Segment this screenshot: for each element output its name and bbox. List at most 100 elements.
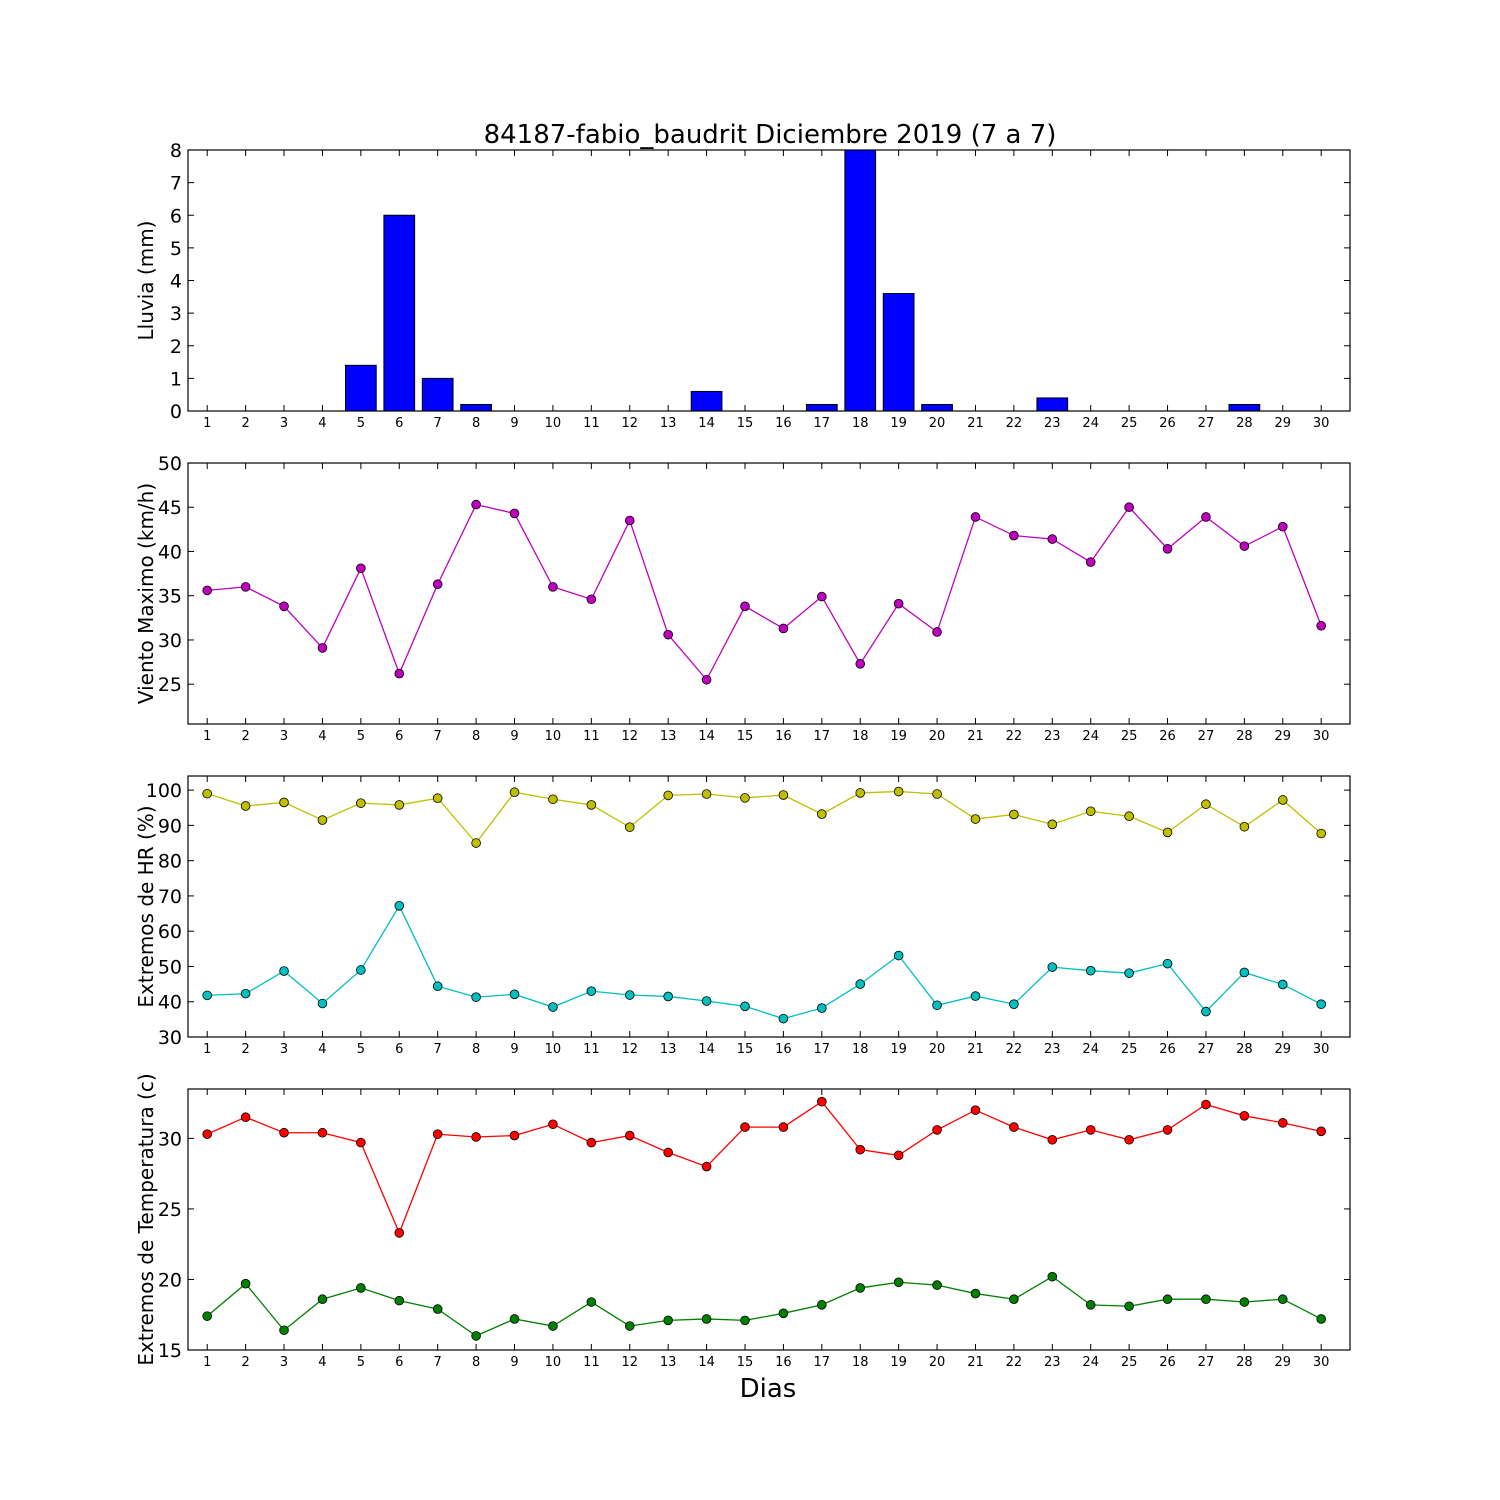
temperature-point-0 [1239, 1111, 1250, 1121]
temperature-point-1 [279, 1325, 289, 1336]
humidity-ytick-label: 50 [158, 956, 182, 978]
temperature-xtick-label: 26 [1159, 1355, 1176, 1370]
rain-ytick-label: 6 [170, 205, 182, 227]
humidity-point-0 [663, 790, 673, 801]
humidity-xtick-label: 11 [583, 1042, 600, 1057]
temperature-point-0 [624, 1130, 635, 1141]
rain-bar [882, 293, 915, 412]
rain-xtick-label: 15 [737, 416, 754, 431]
rain-xtick-label: 23 [1044, 416, 1061, 431]
humidity-series-line-0 [207, 790, 1322, 845]
wind-point-0 [548, 582, 558, 592]
wind-xtick-label: 3 [280, 729, 288, 744]
rain-xtick-label: 19 [890, 416, 907, 431]
temperature-xtick-label: 18 [852, 1355, 869, 1370]
rain-xtick-label: 7 [434, 416, 442, 431]
temperature-xtick-label: 28 [1236, 1355, 1253, 1370]
wind-xtick-label: 29 [1275, 729, 1292, 744]
temperature-point-0 [1316, 1126, 1326, 1137]
wind-xtick-label: 17 [814, 729, 831, 744]
humidity-point-0 [317, 815, 328, 825]
wind-point-0 [279, 601, 289, 612]
temperature-ytick-label: 15 [158, 1340, 182, 1362]
wind-point-0 [356, 563, 366, 574]
humidity-series-line-1 [207, 904, 1322, 1020]
wind-xtick-label: 9 [510, 729, 518, 744]
wind-ytick-label: 25 [158, 674, 182, 696]
wind-point-0 [624, 515, 635, 526]
temperature-point-1 [893, 1277, 904, 1288]
wind-series-line-0 [207, 503, 1322, 681]
humidity-ytick-label: 100 [146, 780, 182, 802]
humidity-xtick-label: 27 [1198, 1042, 1215, 1057]
humidity-point-1 [701, 996, 712, 1006]
temperature-point-1 [471, 1331, 481, 1341]
humidity-xtick-label: 29 [1275, 1042, 1292, 1057]
wind-point-0 [740, 601, 750, 612]
rain-xtick-label: 8 [472, 416, 480, 431]
temperature-point-1 [970, 1288, 981, 1299]
temperature-point-1 [1239, 1297, 1250, 1307]
rain-bar [921, 403, 953, 412]
wind-xtick-label: 16 [775, 729, 792, 744]
wind-xtick-label: 18 [852, 729, 869, 744]
temperature-point-1 [509, 1314, 520, 1324]
humidity-xtick-label: 13 [660, 1042, 677, 1057]
temperature-point-1 [932, 1280, 942, 1290]
temperature-xtick-label: 5 [357, 1355, 365, 1370]
humidity-point-1 [240, 988, 251, 999]
rain-xtick-label: 3 [280, 416, 288, 431]
wind-xtick-label: 4 [318, 729, 326, 744]
temperature-point-1 [663, 1315, 673, 1326]
temperature-xtick-label: 29 [1275, 1355, 1292, 1370]
humidity-ytick-label: 60 [158, 921, 182, 943]
wind-xtick-label: 15 [737, 729, 754, 744]
humidity-point-0 [817, 809, 827, 819]
wind-point-0 [1009, 530, 1019, 541]
humidity-point-1 [1277, 979, 1288, 990]
wind-point-0 [1277, 521, 1288, 532]
temperature-point-1 [1277, 1294, 1288, 1305]
rain-xtick-label: 16 [775, 416, 792, 431]
temperature-point-1 [1124, 1301, 1134, 1312]
humidity-point-0 [1277, 795, 1288, 805]
wind-y-axis-label: Viento Maximo (km/h) [134, 483, 158, 704]
humidity-point-0 [1239, 821, 1250, 832]
humidity-point-0 [1124, 811, 1134, 822]
humidity-xtick-label: 3 [280, 1042, 288, 1057]
wind-xtick-label: 11 [583, 729, 600, 744]
wind-xtick-label: 14 [698, 729, 715, 744]
humidity-point-1 [624, 990, 635, 1000]
humidity-xtick-label: 26 [1159, 1042, 1176, 1057]
humidity-xtick-label: 25 [1121, 1042, 1138, 1057]
wind-point-0 [586, 594, 597, 605]
temperature-point-1 [624, 1321, 635, 1331]
temperature-point-1 [240, 1278, 251, 1289]
humidity-point-1 [663, 991, 673, 1002]
temperature-xtick-label: 23 [1044, 1355, 1061, 1370]
temperature-point-0 [394, 1228, 405, 1238]
temperature-xtick-label: 13 [660, 1355, 677, 1370]
temperature-xtick-label: 2 [241, 1355, 249, 1370]
wind-xtick-label: 27 [1198, 729, 1215, 744]
rain-bar [1036, 397, 1069, 412]
humidity-point-1 [509, 989, 520, 1000]
humidity-point-0 [893, 786, 904, 797]
x-axis-label: Dias [740, 1374, 797, 1404]
temperature-xtick-label: 25 [1121, 1355, 1138, 1370]
temperature-point-0 [317, 1127, 328, 1138]
temperature-point-1 [317, 1294, 328, 1305]
humidity-point-1 [1009, 999, 1019, 1009]
temperature-point-0 [356, 1137, 366, 1148]
humidity-xtick-label: 20 [929, 1042, 946, 1057]
humidity-point-1 [1201, 1006, 1211, 1017]
humidity-xtick-label: 2 [241, 1042, 249, 1057]
humidity-point-1 [356, 965, 366, 975]
rain-ytick-label: 0 [170, 401, 182, 423]
rain-xtick-label: 26 [1159, 416, 1176, 431]
rain-xtick-label: 2 [241, 416, 249, 431]
temperature-xtick-label: 27 [1198, 1355, 1215, 1370]
humidity-point-1 [202, 990, 213, 1001]
